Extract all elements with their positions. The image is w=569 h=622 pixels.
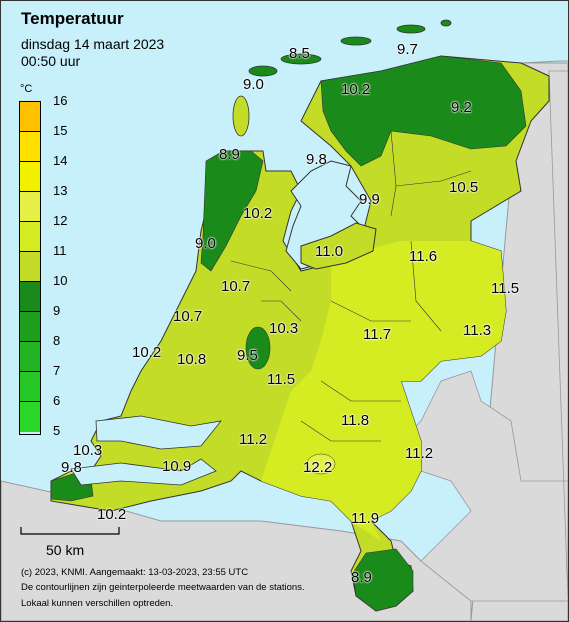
- station-value-cabauw: 9.5: [237, 347, 258, 364]
- legend-tick-label: 12: [53, 213, 68, 228]
- station-value-terschelling: 8.5: [289, 45, 310, 62]
- region-cold-south: [352, 548, 414, 612]
- station-value-berkhout: 10.2: [243, 205, 273, 222]
- island-ameland: [340, 36, 372, 46]
- station-value-schiphol: 10.7: [221, 278, 251, 295]
- legend-swatch: [20, 372, 40, 402]
- westerschelde: [70, 458, 217, 486]
- legend-tick-label: 16: [53, 93, 68, 108]
- legend-swatch: [20, 282, 40, 312]
- station-value-hoogeveen: 10.5: [449, 179, 479, 196]
- station-value-maastricht: 8.9: [351, 569, 372, 586]
- station-value-vlissingen: 9.8: [61, 459, 82, 476]
- station-value-texel: 9.0: [243, 76, 264, 93]
- station-value-groningen: 9.2: [451, 99, 472, 116]
- station-value-arcen: 11.2: [405, 445, 434, 462]
- island-vlieland: [248, 65, 278, 77]
- legend-tick-label: 11: [53, 243, 67, 258]
- region-cold-utrecht: [245, 326, 271, 370]
- station-value-rotterdam: 10.8: [177, 351, 207, 368]
- scale-bar: [20, 527, 120, 535]
- island-texel: [232, 95, 250, 137]
- station-value-ijmuiden: 9.0: [195, 235, 216, 252]
- legend-swatch: [20, 402, 40, 432]
- legend-tick-label: 9: [53, 303, 61, 318]
- island-schiermonnikoog: [396, 24, 426, 34]
- legend-tick-label: 8: [53, 333, 61, 348]
- map-date: dinsdag 14 maart 2023: [21, 36, 165, 52]
- footer-disclaimer: Lokaal kunnen verschillen optreden.: [21, 598, 174, 609]
- station-value-gilze-rijen: 11.2: [239, 431, 268, 448]
- station-value-volkel: 11.8: [341, 412, 370, 429]
- island-terschelling: [280, 53, 322, 65]
- legend-unit: °C: [20, 83, 33, 95]
- legend-swatch: [20, 102, 40, 132]
- station-value-eindhoven: 12.2: [303, 459, 333, 476]
- legend-swatch: [20, 132, 40, 162]
- legend-tick-label: 14: [53, 153, 68, 168]
- region-cold-north: [320, 55, 527, 167]
- legend-swatch: [20, 162, 40, 192]
- station-value-leeuwarden: 10.2: [341, 81, 371, 98]
- station-value-marknesse: 9.9: [359, 191, 380, 208]
- island-rottumeroog: [440, 19, 452, 27]
- legend-swatch: [20, 192, 40, 222]
- region-cold-nh: [200, 150, 264, 272]
- legend-tick-label: 13: [53, 183, 68, 198]
- oosterschelde: [95, 415, 222, 450]
- legend-tick-label: 10: [53, 273, 68, 288]
- station-value-woensdrecht: 10.9: [162, 458, 192, 475]
- station-value-hoek-van-holland: 10.2: [132, 344, 162, 361]
- station-value-westdorpe: 10.2: [97, 506, 127, 523]
- footer-credit: (c) 2023, KNMI. Aangemaakt: 13-03-2023, …: [21, 567, 249, 578]
- legend-swatch: [20, 342, 40, 372]
- legend-swatch: [20, 312, 40, 342]
- map-title: Temperatuur: [21, 9, 124, 28]
- station-value-deelen: 11.7: [363, 326, 392, 343]
- scale-label: 50 km: [46, 542, 85, 558]
- station-value-stavoren: 9.8: [306, 151, 327, 168]
- legend-tick-label: 6: [53, 393, 61, 408]
- station-value-lelystad: 11.0: [315, 243, 344, 260]
- region-warm-pocket: [306, 453, 336, 475]
- province-borders: [230, 130, 472, 442]
- station-value-de-bilt: 10.3: [269, 320, 299, 337]
- station-value-heino: 11.6: [409, 248, 438, 265]
- station-value-wilhelminadorp: 10.3: [73, 442, 103, 459]
- station-value-den-helder: 8.9: [219, 146, 240, 163]
- legend-tick-label: 7: [53, 363, 61, 378]
- legend-swatch: [20, 222, 40, 252]
- footer-note: De contourlijnen zijn geinterpoleerde me…: [21, 582, 305, 593]
- legend-swatch: [20, 252, 40, 282]
- station-value-herwijnen: 11.5: [267, 371, 296, 388]
- station-value-ell: 11.9: [351, 510, 380, 527]
- station-value-valkenburg: 10.7: [173, 308, 203, 325]
- map-time: 00:50 uur: [21, 53, 81, 69]
- station-value-twente: 11.5: [491, 280, 520, 297]
- station-value-hupsel: 11.3: [463, 322, 492, 339]
- legend-tick-label: 5: [53, 423, 61, 438]
- flevoland: [300, 222, 377, 270]
- station-value-schiermonnikoog: 9.7: [397, 41, 418, 58]
- legend-colorbar: [19, 101, 41, 435]
- legend-tick-label: 15: [53, 123, 68, 138]
